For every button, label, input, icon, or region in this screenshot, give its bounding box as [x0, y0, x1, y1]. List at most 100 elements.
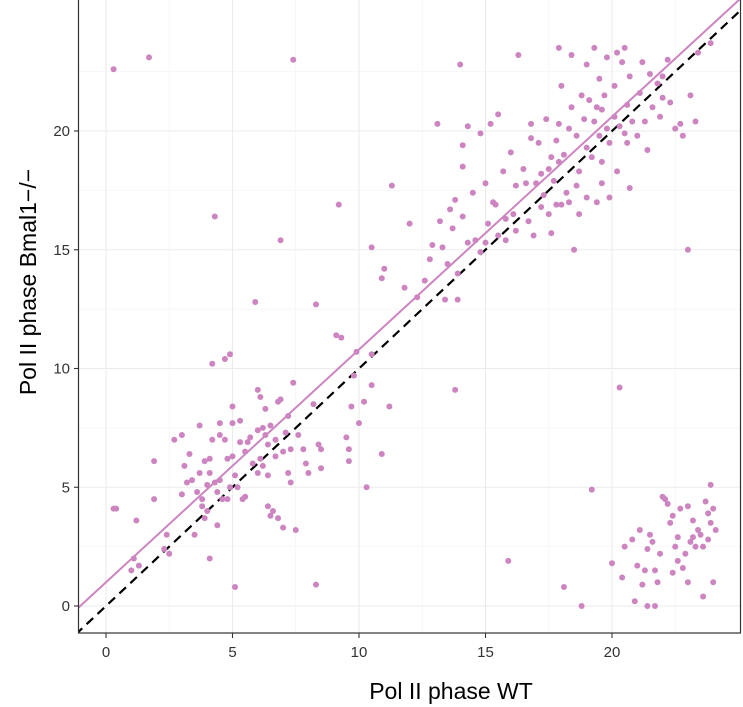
reference-lines: [79, 0, 740, 633]
data-point: [596, 132, 603, 139]
data-point: [583, 144, 590, 151]
data-point: [652, 567, 659, 574]
data-point: [548, 154, 555, 161]
data-point: [378, 275, 385, 282]
data-point: [601, 92, 608, 99]
x-tick-label: 5: [228, 644, 236, 661]
data-point: [257, 455, 264, 462]
data-point: [644, 603, 651, 609]
data-point: [626, 185, 633, 191]
data-point: [593, 104, 600, 111]
data-point: [388, 182, 395, 189]
data-point: [130, 555, 137, 562]
y-tick-label: 5: [62, 479, 70, 496]
data-point: [626, 73, 633, 80]
data-point: [545, 166, 552, 172]
data-point: [689, 534, 696, 541]
data-point: [196, 422, 203, 429]
x-tick-label: 10: [351, 644, 368, 661]
data-point: [530, 232, 537, 239]
data-point: [242, 448, 249, 455]
data-point: [560, 151, 567, 158]
data-point: [477, 249, 484, 256]
data-point: [495, 232, 502, 239]
data-point: [219, 496, 226, 503]
data-point: [285, 470, 292, 476]
data-point: [426, 256, 433, 263]
data-point: [684, 503, 691, 510]
data-point: [361, 398, 368, 405]
data-point: [368, 382, 375, 389]
data-point: [214, 522, 221, 529]
data-point: [639, 581, 646, 588]
data-point: [216, 420, 223, 427]
data-point: [667, 99, 674, 106]
data-point: [540, 192, 547, 199]
data-point: [705, 510, 712, 517]
data-point: [472, 237, 479, 244]
data-point: [356, 420, 362, 427]
data-point: [528, 120, 535, 127]
data-point: [606, 194, 613, 201]
data-point: [457, 61, 464, 68]
data-point: [692, 543, 699, 550]
data-point: [264, 472, 271, 479]
data-point: [300, 446, 307, 453]
data-point: [181, 462, 188, 469]
data-point: [578, 603, 585, 609]
data-point: [234, 484, 241, 491]
data-point: [586, 97, 593, 104]
data-point: [459, 142, 466, 149]
y-axis-title: Pol II phase Bmal1−/−: [15, 169, 41, 395]
data-point: [649, 538, 656, 545]
data-point: [687, 538, 694, 545]
data-point: [295, 432, 302, 438]
data-point: [452, 196, 459, 203]
data-point: [199, 503, 206, 510]
data-point: [386, 403, 393, 410]
data-point: [614, 49, 621, 56]
data-point: [237, 417, 244, 424]
data-point: [249, 460, 256, 467]
data-point: [335, 201, 342, 208]
data-point: [224, 455, 231, 462]
data-point: [221, 356, 228, 362]
data-point: [664, 56, 671, 63]
data-point: [482, 239, 489, 246]
data-point: [254, 470, 261, 476]
y-axis-ticks: 0 5 10 15 20: [53, 123, 79, 615]
data-point: [621, 44, 628, 51]
data-point: [520, 166, 527, 172]
data-point: [464, 123, 471, 130]
data-point: [510, 211, 517, 218]
data-point: [492, 201, 499, 208]
data-point: [591, 118, 598, 125]
data-point: [712, 527, 719, 533]
data-point: [644, 546, 651, 552]
data-point: [695, 49, 702, 56]
data-point: [555, 120, 562, 127]
data-point: [502, 215, 509, 222]
data-point: [272, 436, 279, 443]
data-point: [596, 75, 603, 82]
data-point: [211, 213, 218, 220]
data-point: [444, 261, 451, 267]
data-points: [110, 40, 719, 609]
data-point: [636, 527, 643, 533]
data-point: [163, 531, 170, 538]
data-point: [267, 422, 274, 429]
data-point: [194, 489, 201, 495]
data-point: [669, 569, 676, 576]
x-axis-ticks: 0 5 10 15 20: [102, 633, 620, 661]
data-point: [151, 458, 158, 465]
data-point: [216, 477, 223, 484]
data-point: [436, 218, 443, 225]
data-point: [662, 496, 669, 503]
y-tick-label: 15: [53, 242, 70, 259]
data-point: [442, 296, 449, 303]
data-point: [634, 132, 641, 139]
data-point: [689, 517, 696, 524]
data-point: [616, 123, 623, 130]
data-point: [262, 432, 269, 438]
